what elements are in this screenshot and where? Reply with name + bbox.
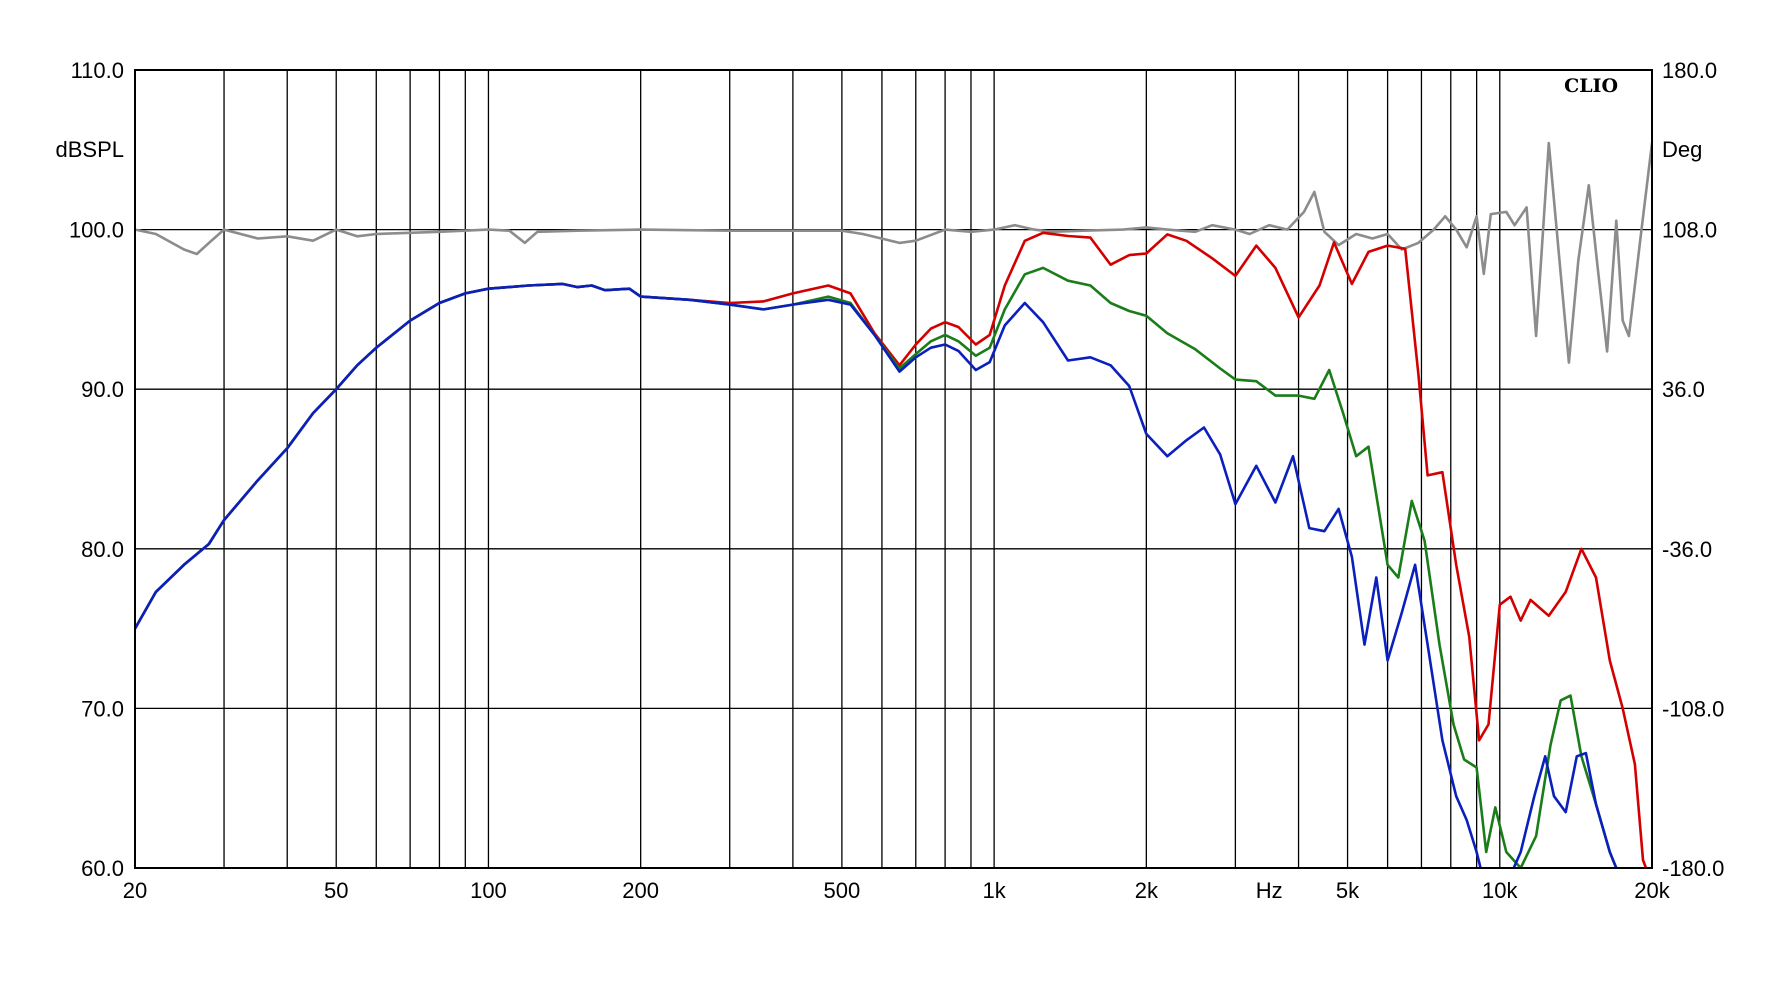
- x-tick-label-0: 20: [123, 878, 147, 903]
- x-tick-label-8: 10k: [1482, 878, 1518, 903]
- grid-lines: [134, 69, 1653, 869]
- y-right-tick-label-5: -180.0: [1662, 856, 1724, 881]
- y-left-tick-label-1: 100.0: [69, 218, 124, 243]
- x-tick-label-1: 50: [324, 878, 348, 903]
- x-tick-label-6: 2k: [1135, 878, 1159, 903]
- axis-labels: 20 50 100 200 500 1k 2k 5k 10k 20k 110.0 100.0 90.0 8…: [69, 58, 1724, 903]
- y-left-tick-label-3: 80.0: [81, 537, 124, 562]
- y-right-tick-label-0: 180.0: [1662, 58, 1717, 83]
- series-line-2: [135, 282, 1618, 868]
- x-tick-label-7: 5k: [1336, 878, 1360, 903]
- y-left-tick-label-5: 60.0: [81, 856, 124, 881]
- plot-frame: [134, 69, 1653, 869]
- y-right-axis-label: Deg: [1662, 137, 1702, 162]
- clio-logo: CLIO: [1564, 75, 1618, 97]
- y-right-tick-label-1: 108.0: [1662, 218, 1717, 243]
- y-left-tick-label-2: 90.0: [81, 377, 124, 402]
- x-tick-label-5: 1k: [982, 878, 1006, 903]
- x-axis-label: Hz: [1256, 878, 1283, 903]
- y-right-tick-label-2: 36.0: [1662, 377, 1705, 402]
- x-tick-label-3: 200: [622, 878, 659, 903]
- y-right-tick-label-3: -36.0: [1662, 537, 1712, 562]
- series-line-3: [135, 141, 1652, 364]
- x-tick-label-2: 100: [470, 878, 507, 903]
- y-left-axis-label: dBSPL: [56, 137, 125, 162]
- y-left-tick-label-4: 70.0: [81, 696, 124, 721]
- series-curves: [135, 141, 1652, 868]
- y-right-tick-label-4: -108.0: [1662, 696, 1724, 721]
- x-tick-label-4: 500: [824, 878, 861, 903]
- x-tick-label-9: 20k: [1634, 878, 1670, 903]
- y-left-tick-label-0: 110.0: [71, 58, 124, 83]
